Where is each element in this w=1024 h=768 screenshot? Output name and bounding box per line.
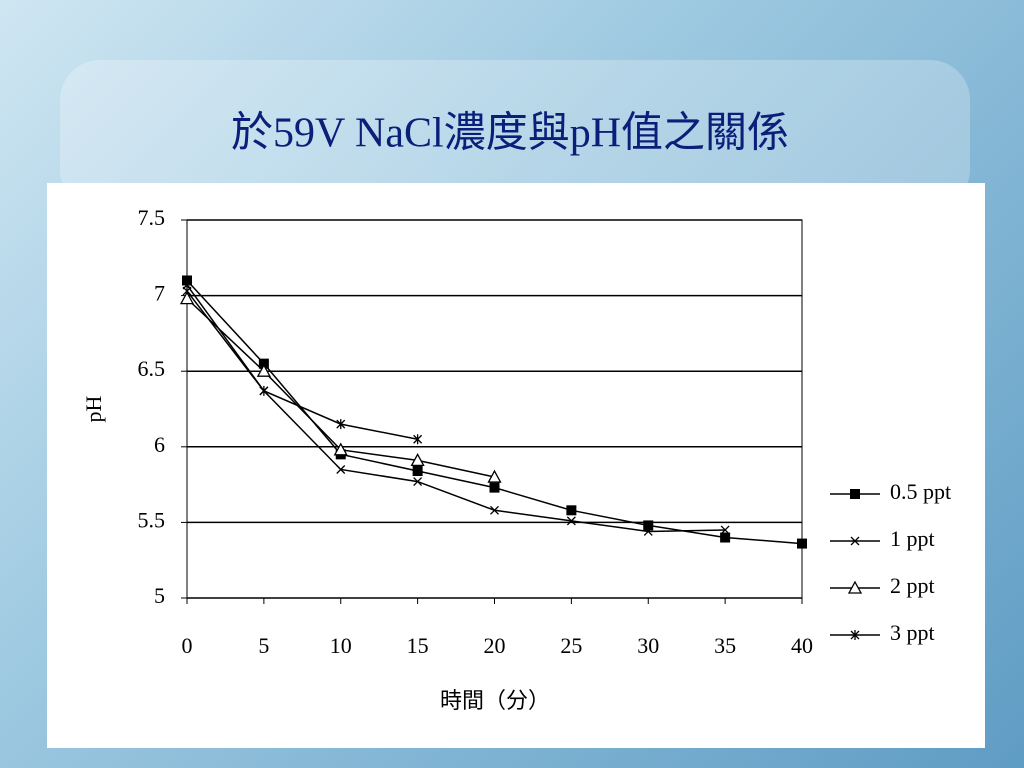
legend-marker (850, 630, 860, 640)
legend-label: 3 ppt (890, 620, 935, 645)
y-tick-label: 6.5 (138, 356, 166, 381)
x-tick-label: 10 (330, 633, 352, 658)
marker (413, 477, 423, 487)
marker (258, 358, 269, 369)
series-line (186, 290, 726, 533)
marker (487, 469, 502, 483)
x-tick-label: 15 (407, 633, 429, 658)
series-line (186, 284, 418, 440)
x-tick-label: 5 (258, 633, 269, 658)
y-tick-label: 6 (154, 432, 165, 457)
x-tick-label: 35 (714, 633, 736, 658)
chart-panel (47, 183, 985, 748)
legend-marker (850, 489, 860, 499)
x-tick-label: 25 (560, 633, 582, 658)
marker (256, 363, 271, 377)
marker (410, 453, 425, 467)
x-tick-label: 20 (484, 633, 506, 658)
marker (179, 291, 195, 305)
legend-marker (847, 580, 863, 594)
marker (720, 532, 731, 543)
legend-label: 0.5 ppt (890, 479, 951, 504)
marker (643, 520, 654, 531)
y-axis-label: pH (81, 395, 106, 422)
legend-label: 1 ppt (890, 526, 935, 551)
y-tick-label: 5 (154, 583, 165, 608)
marker (333, 442, 348, 456)
marker (489, 482, 500, 493)
marker (259, 385, 269, 396)
marker (412, 465, 423, 476)
marker (413, 434, 423, 445)
x-tick-label: 40 (791, 633, 813, 658)
x-axis-label: 時間（分） (440, 688, 550, 713)
marker (566, 516, 576, 526)
x-tick-label: 30 (637, 633, 659, 658)
y-tick-label: 7.5 (138, 205, 166, 230)
legend-label: 2 ppt (890, 573, 935, 598)
marker (336, 419, 346, 430)
legend-marker (850, 536, 860, 546)
chart-title: 於59V NaCl濃度與pH值之關係 (231, 110, 789, 157)
marker (490, 505, 499, 515)
marker (566, 505, 577, 516)
y-tick-label: 7 (154, 281, 165, 306)
marker (182, 280, 192, 291)
marker (797, 538, 807, 549)
marker (720, 525, 730, 535)
title-backdrop (60, 60, 970, 210)
marker (643, 527, 653, 536)
y-tick-label: 5.5 (138, 507, 166, 532)
marker (336, 465, 346, 474)
x-tick-label: 0 (182, 633, 193, 658)
